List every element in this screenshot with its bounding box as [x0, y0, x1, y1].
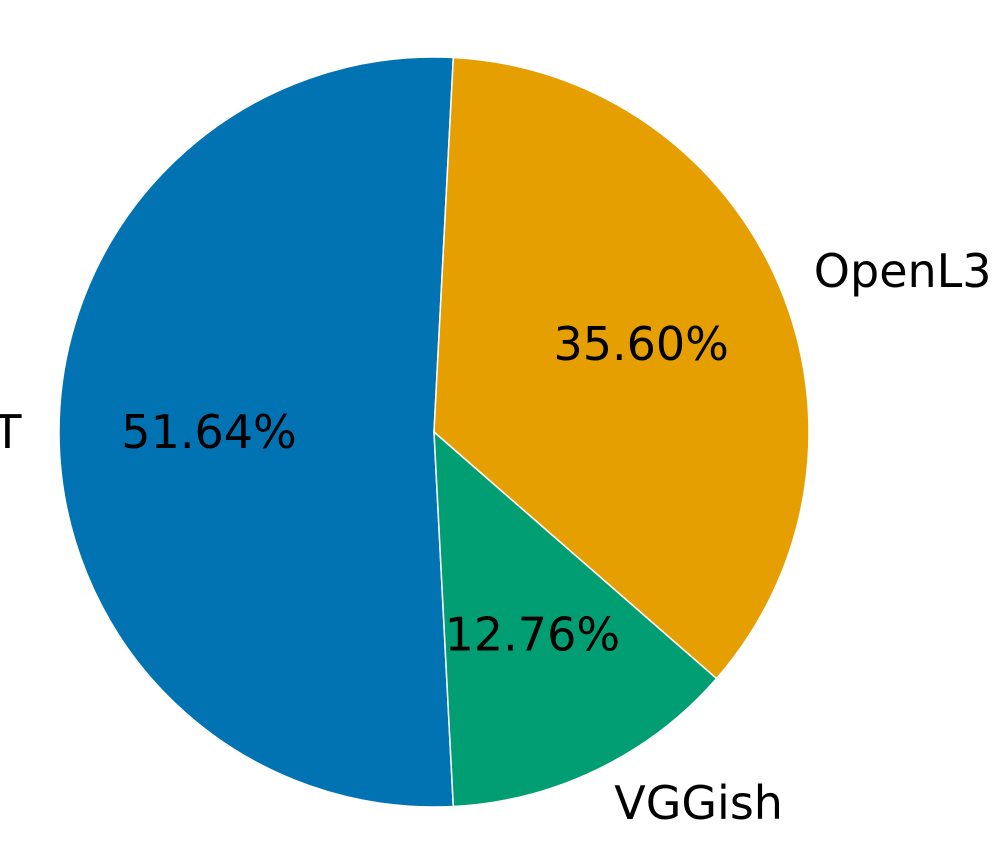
- percentage-labels: 51.64% 35.60% 12.76%: [121, 317, 729, 661]
- category-label-openl3: OpenL3: [814, 244, 992, 298]
- category-label-passt: PaSST: [0, 405, 22, 459]
- pct-label-passt: 51.64%: [121, 405, 296, 459]
- pct-label-openl3: 35.60%: [553, 317, 728, 371]
- pie-slice-vggish: [433, 431, 718, 808]
- category-labels: PaSST OpenL3 VGGish: [0, 244, 992, 830]
- category-label-vggish: VGGish: [614, 776, 783, 830]
- pct-label-vggish: 12.76%: [445, 607, 620, 661]
- pie-slice-passt: [58, 56, 455, 808]
- pie-slices: [58, 56, 810, 808]
- pie-slice-openl3: [433, 56, 810, 680]
